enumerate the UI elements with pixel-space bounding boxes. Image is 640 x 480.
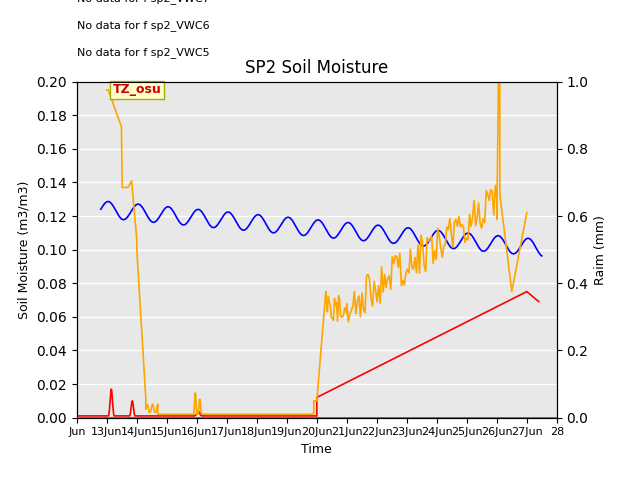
Text: No data for f sp2_VWC5: No data for f sp2_VWC5: [77, 47, 209, 58]
Text: No data for f sp2_VWC6: No data for f sp2_VWC6: [77, 20, 209, 31]
Title: SP2 Soil Moisture: SP2 Soil Moisture: [245, 59, 388, 77]
Text: TZ_osu: TZ_osu: [113, 84, 161, 96]
X-axis label: Time: Time: [301, 443, 332, 456]
Y-axis label: Raim (mm): Raim (mm): [594, 215, 607, 285]
Text: No data for f sp2_VWC7: No data for f sp2_VWC7: [77, 0, 209, 4]
Y-axis label: Soil Moisture (m3/m3): Soil Moisture (m3/m3): [18, 180, 31, 319]
